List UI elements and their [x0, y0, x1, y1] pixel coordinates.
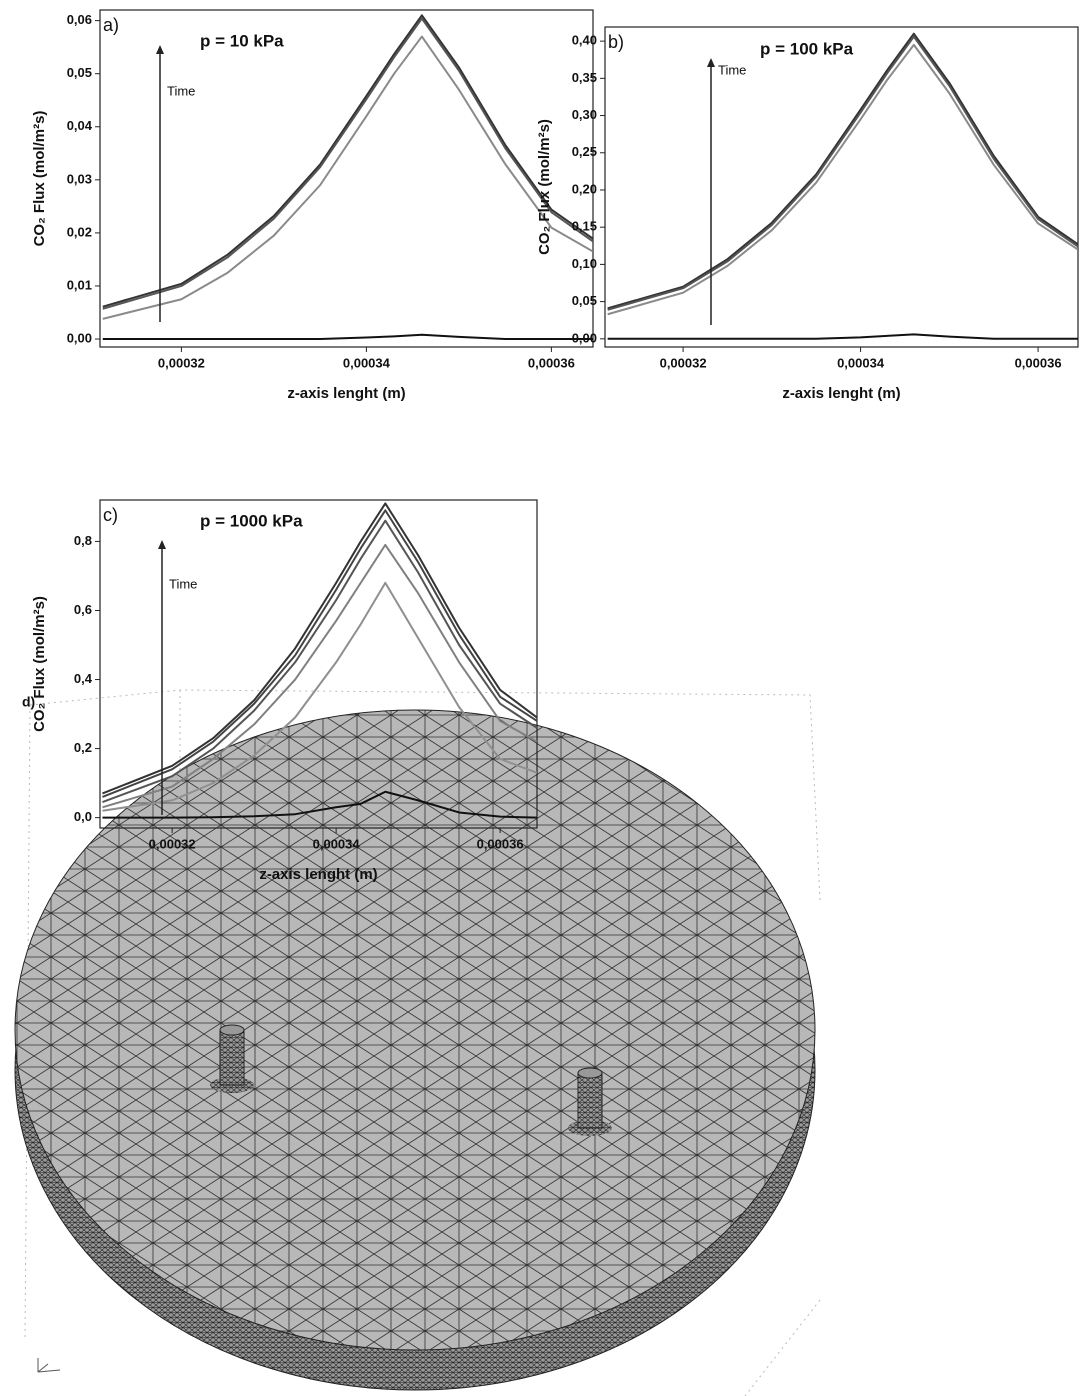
y-tick-label: 0,05	[572, 293, 597, 308]
page: d) 0,000,010,020,030,040,050,060,000320,…	[0, 0, 1081, 1396]
y-tick-label: 0,6	[74, 602, 92, 617]
y-tick-label: 0,35	[572, 70, 597, 85]
plot-frame	[605, 27, 1078, 347]
x-tick-label: 0,00034	[837, 355, 885, 370]
panel-label: a)	[103, 15, 119, 35]
data-line	[103, 37, 593, 319]
x-tick-label: 0,00032	[660, 355, 707, 370]
data-line	[103, 15, 593, 306]
y-tick-label: 0,00	[67, 330, 92, 345]
data-line	[103, 335, 593, 339]
y-axis-label: CO₂ Flux (mol/m²s)	[536, 119, 553, 255]
x-tick-label: 0,00034	[343, 355, 391, 370]
x-tick-label: 0,00036	[1015, 355, 1062, 370]
x-tick-label: 0,00032	[158, 355, 205, 370]
y-tick-label: 0,4	[74, 671, 93, 686]
plot-area	[103, 15, 593, 339]
panel-label: c)	[103, 505, 118, 525]
y-tick-label: 0,04	[67, 118, 93, 133]
y-tick-label: 0,00	[572, 330, 597, 345]
x-axis-label: z-axis lenght (m)	[782, 385, 900, 402]
panel-label: b)	[608, 32, 624, 52]
x-tick-label: 0,00032	[149, 836, 196, 851]
arrow-label: Time	[169, 576, 197, 591]
x-tick-label: 0,00036	[528, 355, 575, 370]
y-tick-label: 0,25	[572, 144, 597, 159]
data-line	[608, 45, 1078, 314]
annotation: p = 10 kPa	[200, 31, 284, 50]
y-tick-label: 0,06	[67, 12, 92, 27]
figure: d) 0,000,010,020,030,040,050,060,000320,…	[0, 0, 1081, 1396]
chart: 0,00 0,01 0,02 0,03 0,04 0,05 0,06 0,00032 0,000…	[31, 10, 593, 402]
y-tick-label: 0,0	[74, 809, 92, 824]
y-axis-label: CO₂ Flux (mol/m²s)	[31, 111, 48, 247]
y-tick-label: 0,2	[74, 740, 92, 755]
y-tick-label: 0,02	[67, 224, 92, 239]
y-axis-label: CO₂ Flux (mol/m²s)	[31, 596, 48, 732]
x-axis-label: z-axis lenght (m)	[287, 385, 405, 402]
x-tick-label: 0,00036	[477, 836, 524, 851]
arrow-head	[707, 58, 715, 67]
x-axis-label: z-axis lenght (m)	[259, 866, 377, 883]
axis-triad	[38, 1358, 60, 1372]
y-tick-label: 0,40	[572, 33, 597, 48]
data-line	[608, 34, 1078, 309]
y-tick-label: 0,8	[74, 533, 92, 548]
annotation: p = 1000 kPa	[200, 511, 303, 530]
mesh-figure: d)	[15, 690, 820, 1396]
y-tick-label: 0,01	[67, 277, 92, 292]
plot-area	[608, 34, 1078, 339]
chart: 0,00 0,05 0,10 0,15 0,20 0,25 0,30 0,35 0,40 0,00…	[536, 27, 1078, 402]
y-tick-label: 0,10	[572, 256, 597, 271]
y-tick-label: 0,20	[572, 181, 597, 196]
y-tick-label: 0,05	[67, 65, 92, 80]
plot-frame	[100, 10, 593, 347]
y-tick-label: 0,15	[572, 219, 597, 234]
arrow-head	[156, 45, 164, 54]
arrow-head	[158, 540, 166, 549]
x-tick-label: 0,00034	[313, 836, 361, 851]
y-tick-label: 0,03	[67, 171, 92, 186]
arrow-label: Time	[167, 83, 195, 98]
data-line	[608, 334, 1078, 338]
y-tick-label: 0,30	[572, 107, 597, 122]
arrow-label: Time	[718, 62, 746, 77]
annotation: p = 100 kPa	[760, 39, 854, 58]
